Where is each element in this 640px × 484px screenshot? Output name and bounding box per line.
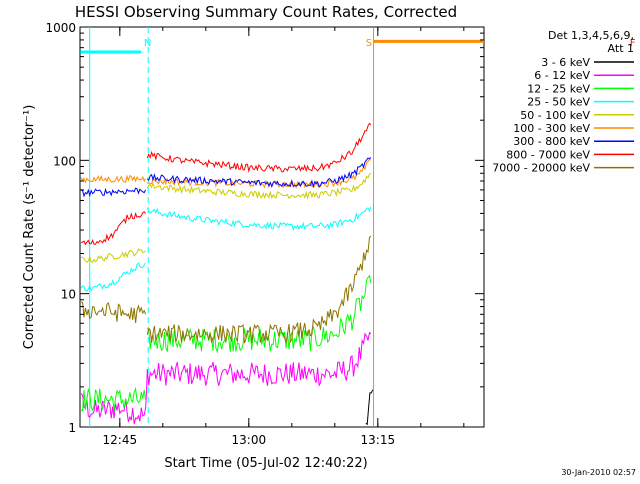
legend-label-3: 12 - 25 keV <box>527 82 590 95</box>
legend-label-2: 6 - 12 keV <box>534 69 590 82</box>
legend-header-line-2: Att 1 <box>608 42 634 55</box>
footer-date: 30-Jan-2010 02:57 <box>561 468 636 477</box>
series-5-segment-2 <box>146 172 372 200</box>
plot-frame <box>79 26 485 428</box>
legend-label-5: 50 - 100 keV <box>520 109 590 122</box>
annotation-s: S <box>366 38 372 49</box>
legend-label-8: 800 - 7000 keV <box>506 148 590 161</box>
series-9-segment-1 <box>80 301 147 324</box>
y-tick-label: 1000 <box>45 21 76 35</box>
series-3-segment-1 <box>80 386 147 412</box>
legend-label-4: 25 - 50 keV <box>527 96 590 109</box>
series-8-segment-2 <box>146 122 372 173</box>
series-5-segment-1 <box>80 248 146 264</box>
annotation-f: F <box>630 38 636 49</box>
series-1-segment-1 <box>365 389 374 426</box>
series-8-segment-1 <box>80 211 146 246</box>
x-axis: 12:45 13:00 13:15 <box>103 27 465 447</box>
series-2-segment-1 <box>80 331 372 425</box>
mode-lines <box>89 27 375 427</box>
legend-label-1: 3 - 6 keV <box>541 56 590 69</box>
legend-header-line-1: Det 1,3,4,5,6,9, <box>548 29 634 42</box>
series-6-segment-2 <box>147 158 372 190</box>
series-9-segment-2 <box>146 235 372 344</box>
series-7-segment-2 <box>146 157 372 189</box>
legend-label-7: 300 - 800 keV <box>513 135 590 148</box>
series-4-segment-2 <box>146 206 372 231</box>
series-7-segment-1 <box>80 187 147 198</box>
y-tick-label: 1 <box>68 421 76 435</box>
legend-label-9: 7000 - 20000 keV <box>492 162 590 175</box>
plot-area <box>79 26 485 428</box>
x-tick-label: 13:15 <box>361 433 396 447</box>
x-tick-label: 13:00 <box>232 433 267 447</box>
series-6-segment-1 <box>80 174 147 184</box>
series-4-segment-1 <box>80 262 147 292</box>
x-axis-label: Start Time (05-Jul-02 12:40:22) <box>164 456 367 471</box>
chart-title: HESSI Observing Summary Count Rates, Cor… <box>75 3 457 21</box>
x-tick-label: 12:45 <box>103 433 138 447</box>
y-axis: 1 10 100 1000 <box>45 21 484 435</box>
legend-label-6: 100 - 300 keV <box>513 122 590 135</box>
mode-flag-bars <box>80 39 484 54</box>
y-axis-label: Corrected Count Rate (s⁻¹ detector⁻¹) <box>22 105 37 350</box>
series-lines <box>80 122 374 426</box>
annotation-n: N <box>144 38 151 49</box>
y-tick-label: 10 <box>61 288 76 302</box>
y-tick-label: 100 <box>53 154 76 168</box>
